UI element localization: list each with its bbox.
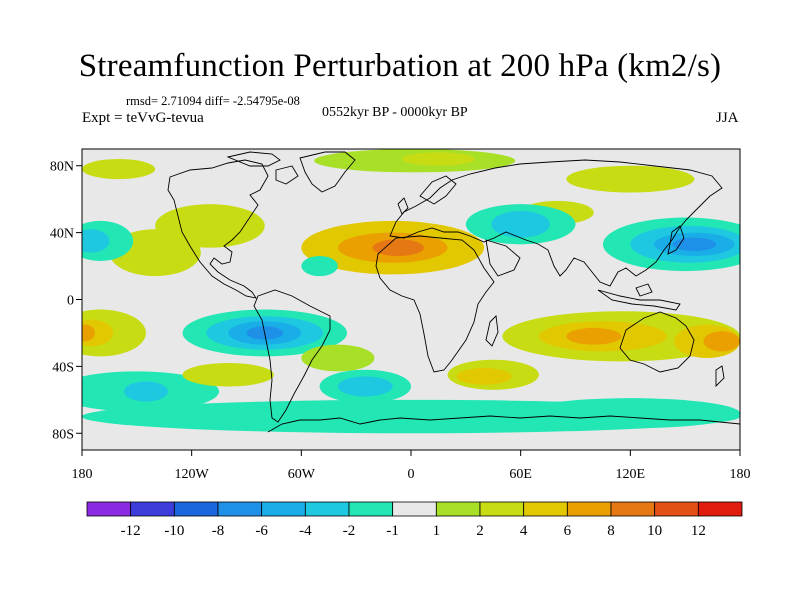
colorbar-label: -4 (299, 523, 312, 539)
lat-tick-label: 80S (52, 427, 74, 442)
anomaly-ne-pacific-low-core (82, 229, 110, 253)
colorbar-swatch (217, 501, 263, 517)
lat-tick-label: 0 (67, 294, 74, 309)
coastline-greenland (299, 151, 356, 193)
lat-tick-label: 80N (50, 160, 74, 175)
anomaly-tasman-high-center (703, 331, 740, 352)
colorbar-label: -2 (343, 523, 356, 539)
colorbar-swatch (261, 501, 306, 517)
lon-tick-label: 180 (730, 467, 751, 482)
colorbar-swatch (479, 501, 525, 517)
axis-ticks: 180 120W 60W 0 60E 120E 180 80N 40N 0 40S 80S (50, 160, 751, 482)
coastline-arabia (485, 239, 521, 277)
lon-tick-label: 180 (72, 467, 93, 482)
anomaly-central-asia-low-core (491, 210, 550, 238)
coastline-new-zealand (715, 365, 725, 388)
colorbar-swatch (304, 501, 350, 517)
rmsd-diff-stats: rmsd= 2.71094 diff= -2.54795e-08 (126, 94, 300, 108)
colorbar: -12 -10 -8 -6 -4 -2 -1 1 2 4 6 8 10 12 (86, 501, 743, 539)
colorbar-swatch (523, 501, 568, 517)
anomaly-contours (82, 149, 740, 434)
colorbar-label: -8 (212, 523, 225, 539)
coastline-antarctica (267, 415, 740, 433)
lat-tick-label: 40S (52, 360, 74, 375)
anomaly-s-pacific-south-low-core (124, 381, 168, 402)
anomaly-mid-atlantic-low (301, 256, 338, 277)
anomaly-s-atlantic-low-core (337, 376, 393, 397)
lon-tick-label: 120W (175, 467, 210, 482)
experiment-label: Expt = teVvG-tevua (82, 110, 204, 126)
colorbar-swatch (435, 501, 481, 517)
colorbar-swatch (610, 501, 656, 517)
coastline-arctic-islands (226, 151, 299, 185)
colorbar-swatch (173, 501, 219, 517)
anomaly-antarctic-low-east (520, 398, 740, 429)
period-label: 0552kyr BP - 0000kyr BP (322, 105, 468, 120)
colorbar-swatch (697, 501, 743, 517)
colorbar-swatch (130, 501, 175, 517)
coastline-madagascar (485, 315, 499, 347)
anomaly-polar-circle-high (82, 159, 156, 180)
lon-tick-label: 60E (509, 467, 532, 482)
colorbar-label: 4 (520, 523, 528, 539)
map-title: Streamfunction Perturbation at 200 hPa (… (78, 48, 722, 84)
anomaly-n-atlantic-africa-high-center (372, 239, 424, 257)
lon-tick-label: 0 (408, 467, 415, 482)
coastline-japan (667, 225, 685, 255)
colorbar-label: -10 (164, 523, 184, 539)
coastline-australia (619, 311, 695, 373)
season-label: JJA (716, 110, 739, 126)
colorbar-swatch (654, 501, 699, 517)
lon-tick-label: 60W (288, 467, 316, 482)
coastline-south-america (253, 289, 331, 423)
colorbar-swatch (566, 501, 612, 517)
colorbar-swatch (86, 501, 132, 517)
colorbar-label: 10 (647, 523, 662, 539)
colorbar-label: -1 (386, 523, 399, 539)
colorbar-swatch (348, 501, 394, 517)
lon-tick-label: 120E (616, 467, 646, 482)
coastline-british-isles (397, 197, 409, 215)
coastline-scandinavia (419, 175, 457, 205)
coastlines (167, 151, 740, 433)
anomaly-australia-high-center (566, 327, 622, 345)
anomaly-n-scandinavia-high (401, 152, 475, 166)
coastline-africa (375, 235, 495, 373)
colorbar-label: -12 (121, 523, 141, 539)
anomaly-s-pacific-west-high-center (82, 324, 95, 342)
anomaly-w-pacific-low-6 (672, 237, 717, 252)
lat-tick-label: 40N (50, 227, 74, 242)
colorbar-label: 1 (433, 523, 441, 539)
colorbar-label: 8 (607, 523, 615, 539)
coastline-indonesia (597, 283, 681, 311)
colorbar-label: 6 (564, 523, 572, 539)
anomaly-n-america-high (155, 204, 265, 248)
anomaly-nw-pacific-high (566, 165, 695, 193)
anomaly-s-pacific-south-high (182, 363, 274, 387)
colorbar-swatch (392, 501, 437, 517)
coastline-north-america (167, 159, 269, 299)
anomaly-south-america-high (301, 344, 375, 372)
colorbar-label: -6 (255, 523, 268, 539)
anomaly-s-indian-high-core (456, 368, 512, 385)
colorbar-label: 12 (691, 523, 706, 539)
colorbar-label: 2 (476, 523, 484, 539)
coastline-eurasia (389, 159, 723, 287)
